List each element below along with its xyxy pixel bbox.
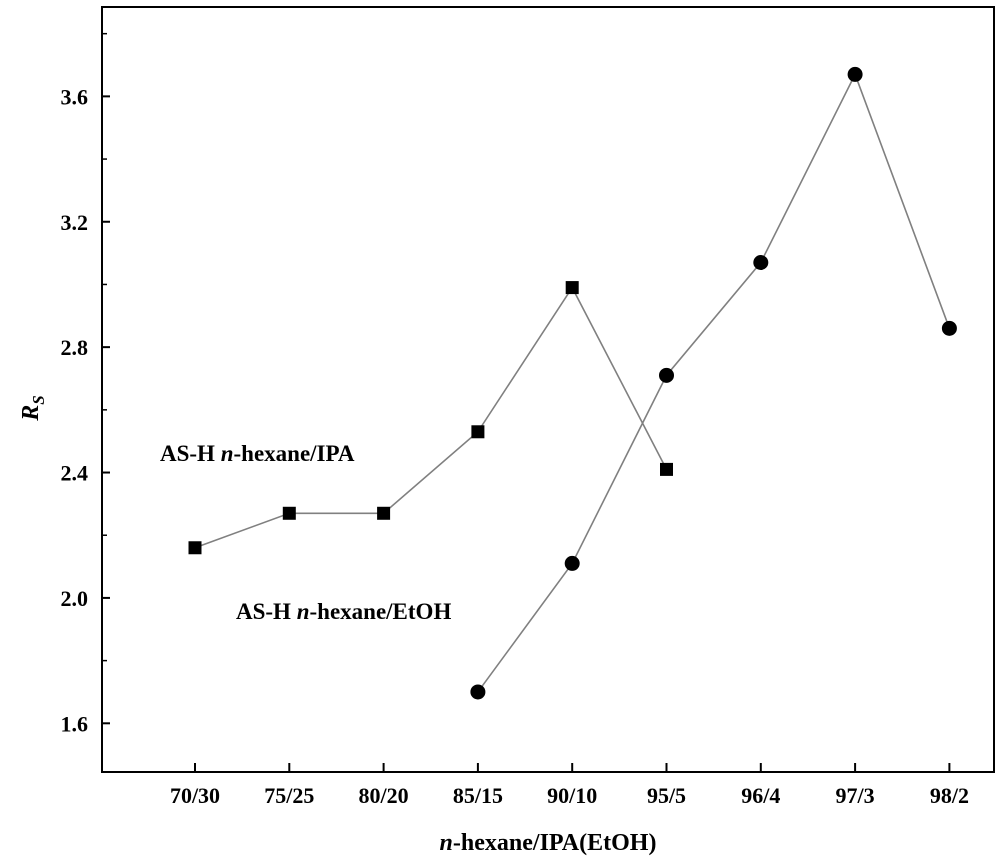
y-tick-label: 2.0 [61,586,89,611]
plot-frame [102,7,994,772]
x-tick-label: 97/3 [836,783,875,808]
data-point-square [471,425,484,438]
y-axis-title: RS [18,395,48,421]
x-tick-label: 75/25 [264,783,314,808]
x-tick-label: 80/20 [359,783,409,808]
data-point-square [377,507,390,520]
x-tick-label: 95/5 [647,783,686,808]
x-axis-title: n-hexane/IPA(EtOH) [440,830,657,856]
y-tick-label: 2.4 [61,461,89,486]
y-tick-label: 2.8 [61,335,89,360]
data-point-square [566,281,579,294]
data-point-circle [470,684,485,699]
data-point-square [283,507,296,520]
x-axis: 70/30 75/25 80/20 85/15 90/10 95/5 96/4 97/3 98/… [170,763,969,808]
x-tick-label: 85/15 [453,783,503,808]
x-tick-label: 70/30 [170,783,220,808]
x-tick-label: 90/10 [547,783,597,808]
x-tick-label: 96/4 [741,783,780,808]
y-tick-label: 1.6 [61,711,89,736]
series-line-2 [478,74,950,692]
series-label-1: AS-H n-hexane/IPA [160,441,355,466]
series-annotations: AS-H n-hexane/IPA AS-H n-hexane/EtOH [160,441,451,624]
data-point-square [660,463,673,476]
data-point-circle [848,67,863,82]
data-point-circle [753,255,768,270]
x-tick-label: 98/2 [930,783,969,808]
data-point-circle [942,321,957,336]
data-point-square [189,541,202,554]
data-point-circle [565,556,580,571]
data-point-circle [659,368,674,383]
series-line-1 [195,288,667,548]
y-tick-label: 3.2 [61,210,89,235]
y-tick-label: 3.6 [61,84,89,109]
series-label-2: AS-H n-hexane/EtOH [236,599,451,624]
